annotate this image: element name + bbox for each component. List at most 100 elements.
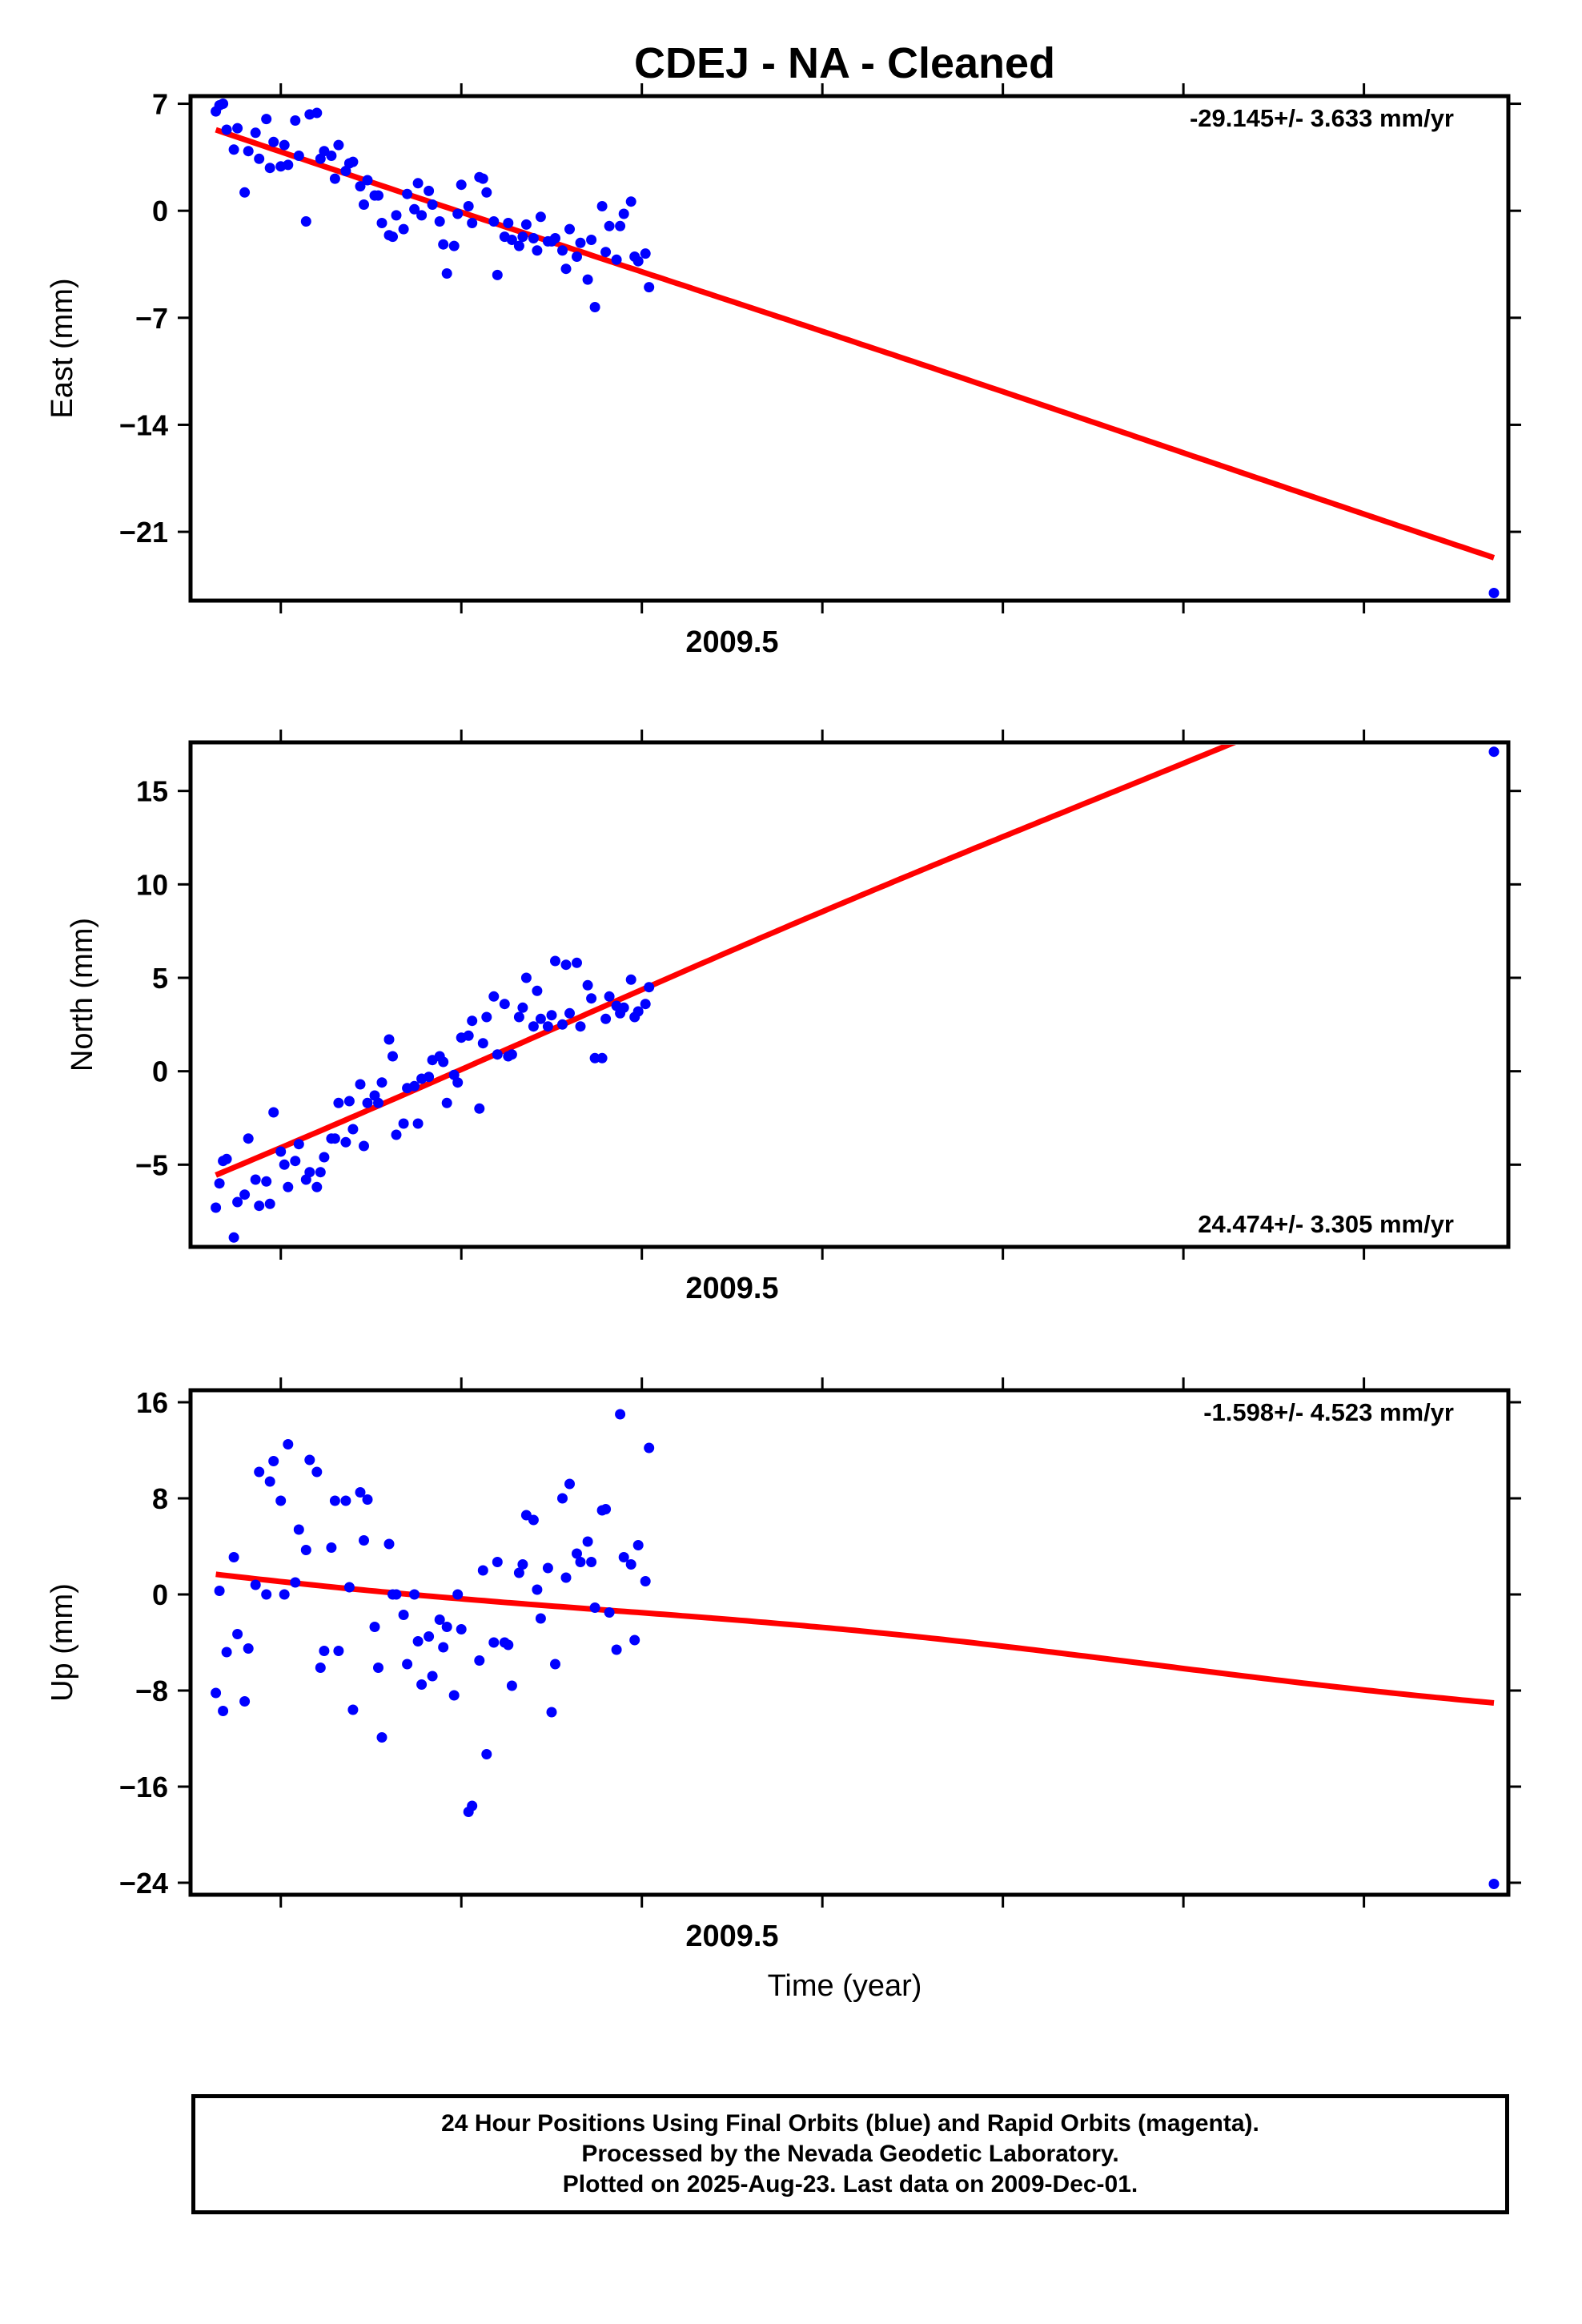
data-point-up <box>600 1504 612 1514</box>
data-point-up <box>589 1602 600 1613</box>
data-point-east <box>506 235 517 245</box>
data-layer-east <box>211 99 1500 598</box>
data-point-up <box>477 1565 488 1576</box>
y-tick-label-east: 7 <box>152 88 168 121</box>
data-point-east <box>300 216 311 227</box>
data-point-up <box>517 1559 528 1570</box>
data-point-east <box>611 254 622 265</box>
data-point-up <box>355 1487 366 1498</box>
data-point-east <box>481 187 492 198</box>
data-point-up <box>546 1707 557 1718</box>
data-point-east <box>575 237 586 248</box>
data-point-up <box>214 1586 225 1596</box>
data-point-up <box>474 1655 485 1666</box>
panel-frame-north <box>188 740 1511 1249</box>
data-point-up <box>625 1559 636 1570</box>
data-point-east <box>221 124 232 135</box>
x-tick-label-north: 2009.5 <box>685 1272 778 1305</box>
data-point-east <box>438 239 449 250</box>
data-point-east <box>448 240 460 251</box>
y-tick-label-north: 15 <box>136 775 168 808</box>
data-point-north <box>640 999 651 1010</box>
data-point-up <box>333 1646 344 1656</box>
data-point-east <box>441 268 452 279</box>
data-point-east <box>564 223 575 235</box>
data-point-north <box>532 985 543 996</box>
y-tick-label-east: 0 <box>152 195 168 227</box>
data-point-east <box>467 218 478 228</box>
footer-line-plotted: Plotted on 2025-Aug-23. Last data on 200… <box>562 2171 1138 2197</box>
rate-label-up: -1.598+/- 4.523 mm/yr <box>1203 1398 1454 1426</box>
data-point-east <box>326 151 337 161</box>
data-point-east <box>290 115 301 126</box>
data-point-east <box>424 185 435 196</box>
data-point-east <box>528 233 539 243</box>
data-point-east <box>463 201 474 211</box>
data-point-up <box>564 1478 575 1490</box>
data-point-north <box>513 1011 524 1023</box>
footer-caption-box: 24 Hour Positions Using Final Orbits (bl… <box>191 2094 1509 2214</box>
data-point-north <box>228 1232 239 1243</box>
data-point-east <box>243 146 254 157</box>
data-point-up <box>279 1589 290 1600</box>
data-point-up <box>438 1642 449 1653</box>
data-point-up <box>441 1622 452 1632</box>
data-point-north <box>383 1034 395 1045</box>
rate-label-east: -29.145+/- 3.633 mm/yr <box>1190 104 1454 132</box>
data-point-north <box>625 974 636 985</box>
y-tick-label-up: 8 <box>152 1482 168 1515</box>
data-point-up <box>359 1535 369 1546</box>
data-point-up <box>572 1548 582 1559</box>
data-point-up <box>452 1589 464 1600</box>
rate-label-north: 24.474+/- 3.305 mm/yr <box>1198 1210 1454 1238</box>
data-point-up <box>383 1538 395 1550</box>
data-point-up <box>488 1637 500 1648</box>
data-point-north <box>398 1118 409 1129</box>
y-tick-label-up: −24 <box>119 1867 168 1900</box>
data-point-east <box>218 99 229 109</box>
data-point-east <box>347 156 359 167</box>
data-point-up <box>254 1466 265 1478</box>
data-point-east <box>387 231 398 243</box>
data-point-north <box>467 1015 478 1027</box>
data-point-up <box>221 1647 232 1658</box>
data-point-up <box>290 1577 301 1588</box>
data-point-east <box>625 196 636 207</box>
data-point-up <box>243 1643 254 1654</box>
data-point-up <box>434 1614 445 1625</box>
data-point-up <box>228 1552 239 1562</box>
data-point-up <box>557 1493 568 1504</box>
panel-east: 7 0 −7 −14 −21 2009.5 East (mm) -29.145+/- 3.63… <box>46 83 1521 659</box>
data-point-up <box>343 1582 355 1593</box>
data-point-north <box>315 1167 326 1178</box>
data-point-north <box>1488 746 1500 758</box>
data-point-north <box>333 1097 344 1108</box>
data-point-up <box>373 1663 383 1673</box>
data-point-north <box>347 1124 359 1135</box>
data-point-north <box>488 991 500 1002</box>
data-point-north <box>376 1077 387 1088</box>
data-point-east <box>250 127 261 139</box>
data-point-east <box>640 248 651 259</box>
data-point-up <box>611 1644 622 1655</box>
data-point-north <box>550 955 560 967</box>
data-point-north <box>517 1002 528 1013</box>
data-point-east <box>283 159 294 171</box>
data-point-up <box>575 1557 586 1567</box>
panel-frame-up <box>188 1388 1511 1897</box>
data-point-east <box>362 175 373 186</box>
data-point-east <box>550 233 560 243</box>
data-point-east <box>434 216 445 227</box>
y-tick-label-up: 16 <box>136 1386 168 1419</box>
data-layer-north <box>211 745 1500 1243</box>
data-point-up <box>582 1536 593 1547</box>
y-tick-label-up: −8 <box>135 1675 168 1707</box>
data-point-up <box>618 1552 629 1562</box>
data-point-north <box>391 1129 402 1140</box>
data-point-east <box>615 220 626 231</box>
data-point-east <box>409 203 420 215</box>
data-point-up <box>448 1690 460 1701</box>
data-point-north <box>528 1021 539 1032</box>
data-point-north <box>596 1052 608 1063</box>
